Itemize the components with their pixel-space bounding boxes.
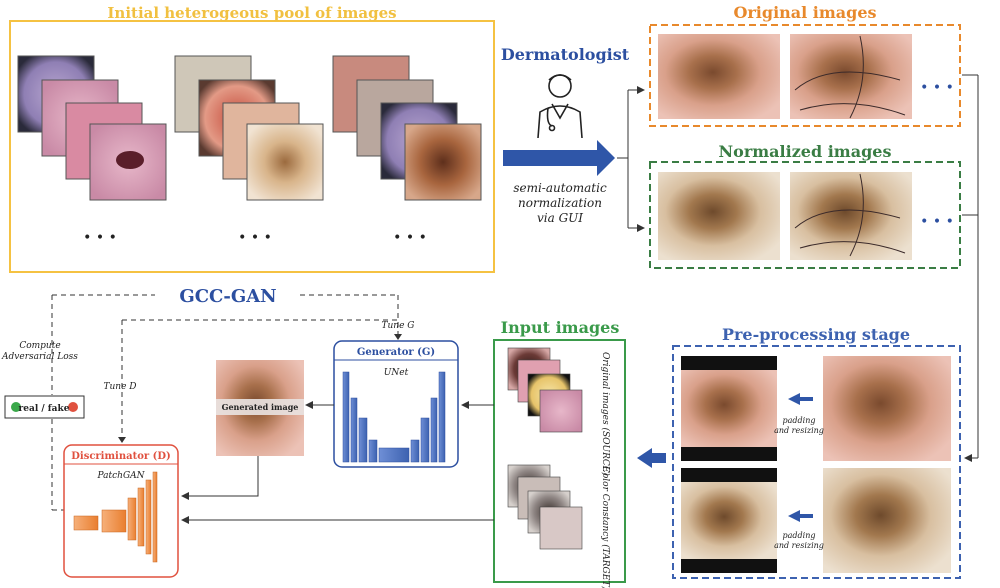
tune-d-label: Tune D [104, 382, 137, 392]
real-fake-label: real / fake [19, 404, 70, 414]
original-border [649, 24, 961, 127]
generator-title: Generator (G) [357, 347, 435, 358]
dermatologist-block: Dermatologist semi-automatic normalizati… [501, 45, 630, 225]
main-flow-arrow [503, 140, 615, 176]
loss-line-1: Compute [19, 341, 60, 351]
input-panel: Input images Original images (SOURCE) Co… [493, 318, 626, 588]
step-line-2: and resizing [774, 426, 824, 435]
doctor-icon [537, 74, 583, 139]
raw-image-2 [823, 468, 951, 573]
source-label: Original images (SOURCE) [600, 352, 611, 476]
original-panel: Original images • • • [649, 3, 961, 127]
gan-title: GCC-GAN [179, 286, 276, 307]
raw-image-1 [823, 356, 951, 461]
source-stack [507, 347, 583, 433]
branch-connector [617, 86, 645, 232]
generated-image: Generated image [216, 360, 304, 456]
preprocessing-panel: Pre-processing stage padding and resizin… [672, 325, 961, 579]
normalized-ellipsis: • • • [920, 214, 954, 230]
resize-arrow-2 [788, 510, 813, 522]
loss-loop-lines [51, 294, 399, 511]
hair-lines [794, 173, 906, 257]
real-fake-box: real / fake [4, 395, 85, 419]
step-line-4: and resizing [774, 541, 824, 550]
pool-image [246, 123, 324, 201]
preprocessing-border [672, 345, 961, 579]
generated-label: Generated image [222, 402, 299, 412]
normalized-image-1 [658, 172, 780, 260]
fake-dot-icon [68, 402, 78, 412]
discriminator-title: Discriminator (D) [71, 451, 171, 462]
pool-image [404, 123, 482, 201]
caption-line-3: via GUI [537, 211, 583, 225]
input-title: Input images [501, 318, 620, 337]
lesion [116, 151, 144, 169]
original-title: Original images [733, 3, 876, 22]
original-ellipsis: • • • [920, 80, 954, 96]
normalized-border [649, 161, 961, 269]
padded-content [681, 482, 777, 559]
pool-ellipsis-3: • • • [393, 230, 427, 246]
discriminator-box: Discriminator (D) PatchGAN [63, 444, 179, 578]
patchgan-icon [73, 471, 158, 563]
loss-line-2: Adversarial Loss [1, 352, 78, 362]
step-line-3: padding [783, 531, 816, 540]
generator-box: Generator (G) UNet [333, 340, 459, 468]
original-image-2 [790, 34, 912, 119]
hair-lines [794, 35, 906, 119]
image-stack-1 [17, 55, 167, 201]
normalized-title: Normalized images [719, 142, 892, 161]
normalized-panel: Normalized images • • • [649, 142, 961, 269]
preprocess-to-input-arrow [637, 448, 666, 468]
gan-block: GCC-GAN Compute Adversarial Loss Tune D … [1, 286, 494, 578]
caption-line-1: semi-automatic [513, 181, 607, 195]
padded-content [681, 370, 777, 447]
pool-title: Initial heterogeous pool of images [107, 4, 396, 22]
pool-panel: Initial heterogeous pool of images • • •… [9, 4, 495, 273]
image-stack-3 [332, 55, 482, 201]
step-line-1: padding [783, 416, 816, 425]
discriminator-subtitle: PatchGAN [96, 471, 145, 481]
generator-subtitle: UNet [384, 368, 409, 378]
tune-g-label: Tune G [382, 321, 415, 331]
pool-ellipsis-1: • • • [83, 230, 117, 246]
caption-line-2: normalization [518, 196, 602, 210]
original-image-1 [658, 34, 780, 119]
pool-border [9, 20, 495, 273]
dermatologist-title: Dermatologist [501, 45, 630, 64]
real-dot-icon [11, 402, 21, 412]
tune-g-arrowhead [394, 334, 402, 340]
target-label: Color Constancy (TARGET) [600, 466, 611, 588]
generated-to-disc-arrow [181, 456, 259, 500]
image-stack-2 [174, 55, 324, 201]
preprocessing-title: Pre-processing stage [722, 325, 910, 344]
tune-d-arrowhead [118, 437, 126, 443]
right-connector [962, 74, 979, 462]
resize-arrow-1 [788, 393, 813, 405]
target-stack [507, 464, 583, 550]
unet-icon [342, 371, 446, 463]
input-border [493, 339, 626, 583]
pool-ellipsis-2: • • • [238, 230, 272, 246]
